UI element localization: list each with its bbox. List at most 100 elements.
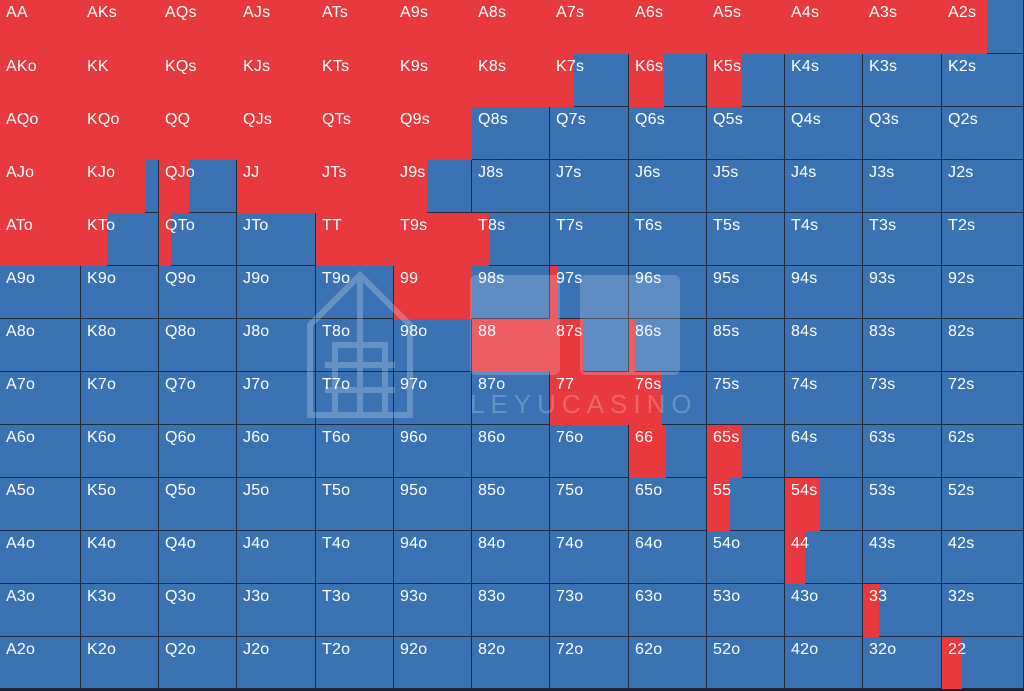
hand-cell-54s: 54s xyxy=(785,478,863,531)
hand-label: 32s xyxy=(948,588,975,605)
raise-frequency-fill xyxy=(0,107,81,160)
raise-frequency-fill xyxy=(942,0,988,54)
hand-cell-q3s: Q3s xyxy=(863,107,942,160)
hand-cell-j8s: J8s xyxy=(472,160,550,213)
hand-cell-74s: 74s xyxy=(785,372,863,425)
hand-cell-q9s: Q9s xyxy=(394,107,472,160)
hand-cell-j5o: J5o xyxy=(237,478,316,531)
hand-label: KTo xyxy=(87,217,116,234)
hand-label: A2o xyxy=(6,641,36,658)
hand-cell-q4o: Q4o xyxy=(159,531,237,584)
hand-label: T4o xyxy=(322,535,351,552)
hand-cell-98s: 98s xyxy=(472,266,550,319)
hand-label: 22 xyxy=(948,641,967,658)
hand-cell-k2s: K2s xyxy=(942,54,1024,107)
hand-label: J8s xyxy=(478,164,504,181)
hand-label: J2o xyxy=(243,641,270,658)
hand-cell-95o: 95o xyxy=(394,478,472,531)
hand-label: A8s xyxy=(478,4,507,21)
hand-label: ATs xyxy=(322,4,349,21)
hand-label: 54s xyxy=(791,482,818,499)
hand-label: Q6s xyxy=(635,111,665,128)
hand-cell-t4o: T4o xyxy=(316,531,394,584)
raise-frequency-fill xyxy=(942,637,962,689)
hand-cell-k7o: K7o xyxy=(81,372,159,425)
raise-frequency-fill xyxy=(707,0,785,54)
hand-label: QTs xyxy=(322,111,352,128)
hand-label: J8o xyxy=(243,323,270,340)
hand-cell-k5s: K5s xyxy=(707,54,785,107)
hand-label: Q3s xyxy=(869,111,899,128)
hand-label: KQo xyxy=(87,111,120,128)
raise-frequency-fill xyxy=(316,160,394,213)
hand-label: 74o xyxy=(556,535,584,552)
hand-label: 83o xyxy=(478,588,506,605)
hand-cell-t6s: T6s xyxy=(629,213,707,266)
raise-frequency-fill xyxy=(237,54,316,107)
hand-label: K7o xyxy=(87,376,117,393)
hand-cell-jj: JJ xyxy=(237,160,316,213)
hand-label: Q6o xyxy=(165,429,196,446)
hand-cell-q9o: Q9o xyxy=(159,266,237,319)
hand-cell-j8o: J8o xyxy=(237,319,316,372)
hand-label: K6s xyxy=(635,58,664,75)
hand-label: KJo xyxy=(87,164,116,181)
hand-cell-63o: 63o xyxy=(629,584,707,637)
hand-cell-97o: 97o xyxy=(394,372,472,425)
raise-frequency-fill xyxy=(237,0,316,54)
hand-label: Q7s xyxy=(556,111,586,128)
hand-cell-j5s: J5s xyxy=(707,160,785,213)
hand-cell-j4s: J4s xyxy=(785,160,863,213)
hand-cell-64s: 64s xyxy=(785,425,863,478)
hand-cell-j9s: J9s xyxy=(394,160,472,213)
raise-frequency-fill xyxy=(394,107,472,160)
hand-label: Q8s xyxy=(478,111,508,128)
raise-frequency-fill xyxy=(81,54,159,107)
hand-cell-84o: 84o xyxy=(472,531,550,584)
raise-frequency-fill xyxy=(81,213,107,266)
hand-label: Q9s xyxy=(400,111,430,128)
hand-cell-j4o: J4o xyxy=(237,531,316,584)
raise-frequency-fill xyxy=(472,54,550,107)
hand-cell-q8s: Q8s xyxy=(472,107,550,160)
hand-cell-kto: KTo xyxy=(81,213,159,266)
hand-label: 44 xyxy=(791,535,810,552)
hand-label: 84o xyxy=(478,535,506,552)
hand-label: 77 xyxy=(556,376,575,393)
hand-cell-q4s: Q4s xyxy=(785,107,863,160)
hand-label: J3s xyxy=(869,164,895,181)
hand-label: Q5s xyxy=(713,111,743,128)
hand-cell-t4s: T4s xyxy=(785,213,863,266)
raise-frequency-fill xyxy=(316,0,394,54)
hand-cell-a6o: A6o xyxy=(0,425,81,478)
hand-label: 97o xyxy=(400,376,428,393)
hand-cell-82o: 82o xyxy=(472,637,550,689)
hand-label: 85o xyxy=(478,482,506,499)
hand-label: J4s xyxy=(791,164,817,181)
hand-label: A9o xyxy=(6,270,36,287)
hand-label: 32o xyxy=(869,641,897,658)
hand-cell-q6s: Q6s xyxy=(629,107,707,160)
hand-label: J5o xyxy=(243,482,270,499)
raise-frequency-fill xyxy=(629,319,636,372)
hand-cell-j3s: J3s xyxy=(863,160,942,213)
hand-cell-64o: 64o xyxy=(629,531,707,584)
hand-cell-76s: 76s xyxy=(629,372,707,425)
raise-frequency-fill xyxy=(550,0,629,54)
hand-cell-k7s: K7s xyxy=(550,54,629,107)
hand-cell-k6o: K6o xyxy=(81,425,159,478)
hand-cell-72s: 72s xyxy=(942,372,1024,425)
hand-label: 76s xyxy=(635,376,662,393)
hand-cell-22: 22 xyxy=(942,637,1024,689)
hand-cell-73s: 73s xyxy=(863,372,942,425)
hand-label: K3s xyxy=(869,58,898,75)
hand-cell-qjo: QJo xyxy=(159,160,237,213)
hand-cell-a5s: A5s xyxy=(707,0,785,54)
hand-label: A6o xyxy=(6,429,36,446)
hand-label: T7s xyxy=(556,217,584,234)
hand-label: 66 xyxy=(635,429,654,446)
raise-frequency-fill xyxy=(550,266,558,319)
raise-frequency-fill xyxy=(0,160,81,213)
hand-cell-86s: 86s xyxy=(629,319,707,372)
hand-label: KK xyxy=(87,58,109,75)
